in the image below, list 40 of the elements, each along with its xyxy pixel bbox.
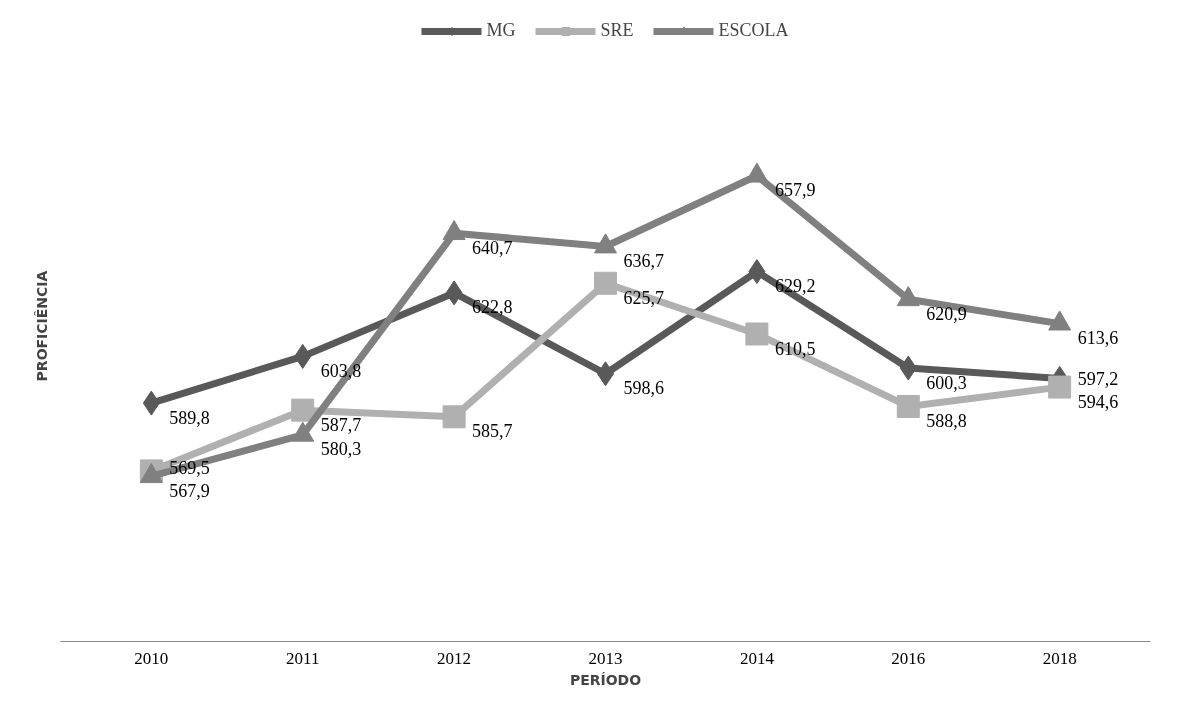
data-label: 567,9 [169,480,210,501]
y-axis-title: PROFICIÊNCIA [33,270,50,382]
data-label: 636,7 [623,251,664,272]
data-label: 587,7 [320,414,362,435]
point [594,271,617,295]
point [442,405,466,429]
x-tick-label: 2018 [1042,648,1077,668]
data-label: 597,2 [1077,368,1119,389]
data-label: 580,3 [320,439,362,460]
point [896,394,920,418]
legend-label: MG [486,20,516,41]
data-label: 569,5 [169,458,210,479]
data-label: 594,6 [1077,391,1119,412]
data-label: 589,8 [169,407,210,428]
point [291,398,315,422]
data-label: 613,6 [1077,328,1119,349]
x-tick-label: 2011 [286,648,320,668]
data-label: 657,9 [774,180,816,201]
legend-label: SRE [600,20,634,41]
x-axis-title: PERÍODO [569,671,642,688]
data-label: 585,7 [472,421,513,442]
x-tick-label: 2010 [134,648,169,668]
x-tick-label: 2013 [588,648,623,668]
data-label: 625,7 [623,287,664,308]
data-label: 600,3 [926,372,967,393]
data-label: 640,7 [472,237,513,258]
data-label: 620,9 [926,303,967,324]
x-tick-label: 2012 [437,648,472,668]
data-label: 610,5 [774,338,816,359]
point [442,219,466,241]
point [594,233,617,254]
data-label: 603,8 [320,360,362,381]
x-tick-label: 2014 [739,648,775,668]
point [745,322,769,346]
data-label: 598,6 [623,378,664,399]
point [896,286,920,307]
data-label: 588,8 [926,410,967,431]
x-tick-label: 2016 [891,648,926,668]
legend-label: ESCOLA [718,20,789,41]
point [1048,375,1072,399]
